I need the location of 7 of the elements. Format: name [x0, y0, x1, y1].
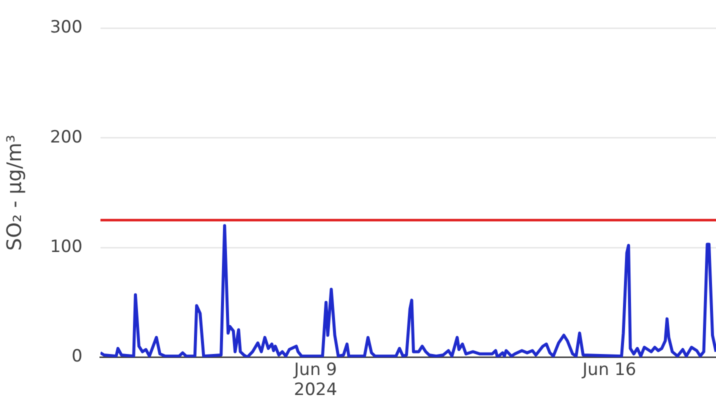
y-tick-label: 0 — [72, 346, 82, 367]
y-tick-label: 300 — [50, 18, 82, 38]
x-tick-label: Jun 16 — [582, 360, 636, 380]
y-axis-title: SO₂ - μg/m³ — [2, 134, 26, 251]
y-tick-label: 200 — [50, 127, 82, 148]
x-tick-label: Jun 9 2024 — [293, 360, 338, 400]
y-tick-label: 100 — [50, 236, 82, 257]
